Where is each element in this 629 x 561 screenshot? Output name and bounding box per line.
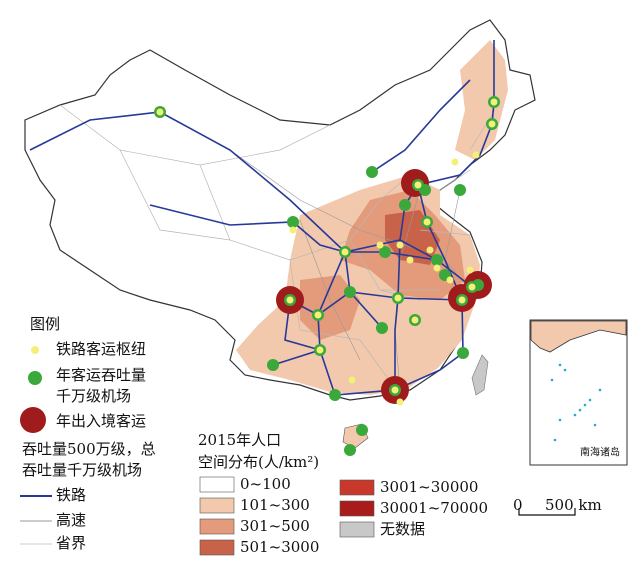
rail-hub — [490, 98, 498, 106]
rail-hub — [488, 120, 496, 128]
rail-hub — [433, 264, 441, 272]
airport — [419, 184, 431, 196]
highway — [159, 111, 471, 391]
rail-hub — [426, 246, 434, 254]
legend-label: 铁路客运枢纽 — [56, 340, 146, 358]
airport — [267, 359, 279, 371]
rail-hub — [406, 256, 414, 264]
airport — [329, 389, 341, 401]
island — [563, 368, 567, 372]
rail-hub — [394, 294, 402, 302]
population-label: 无数据 — [380, 520, 425, 538]
island — [598, 388, 602, 392]
airport — [344, 444, 356, 456]
island — [578, 408, 582, 412]
rail-hub — [289, 226, 297, 234]
airport — [344, 286, 356, 298]
population-swatch — [199, 518, 235, 535]
taiwan — [471, 354, 489, 396]
legend-intl-symbol — [20, 407, 46, 433]
rail-hub — [316, 346, 324, 354]
legend-label: 高速 — [56, 511, 86, 529]
legend-label: 年出入境客运 — [56, 412, 146, 430]
population-swatch — [199, 539, 235, 556]
population-swatch — [339, 521, 375, 538]
scale-zero: 0 — [513, 496, 523, 514]
legend-title: 图例 — [30, 315, 60, 333]
airport — [457, 347, 469, 359]
legend-label: 铁路 — [56, 486, 86, 504]
legend-label: 年客运吞吐量 — [56, 366, 146, 384]
population-label: 301~500 — [240, 517, 310, 535]
rail-hub — [286, 296, 294, 304]
rail-hub — [396, 241, 404, 249]
legend-label: 省界 — [56, 534, 86, 552]
population-label: 0~100 — [240, 475, 291, 493]
rail-hub — [468, 283, 476, 291]
legend-rail-hub-symbol — [31, 346, 39, 354]
airport — [431, 254, 443, 266]
rail-hub — [451, 158, 459, 166]
inset-label: 南海诸岛 — [580, 446, 620, 459]
legend-airport-symbol — [28, 371, 42, 385]
rail-hub — [314, 311, 322, 319]
rail-hub — [458, 296, 466, 304]
population-title: 2015年人口 — [198, 431, 281, 449]
rail-hub — [348, 376, 356, 384]
legend-label: 吞吐量千万级机场 — [22, 461, 142, 479]
island — [558, 363, 562, 367]
population-label: 3001~30000 — [380, 478, 478, 496]
rail-hub — [411, 316, 419, 324]
island — [550, 378, 554, 382]
population-swatch — [199, 497, 235, 514]
airport — [399, 199, 411, 211]
island — [553, 438, 557, 442]
population-label: 30001~70000 — [380, 499, 488, 517]
airport — [287, 216, 299, 228]
scale-bar — [518, 508, 576, 516]
population-label: 501~3000 — [240, 538, 319, 556]
rail-hub — [466, 266, 474, 274]
rail-hub — [376, 241, 384, 249]
island — [588, 398, 592, 402]
rail-hub — [423, 218, 431, 226]
scale-label: 500 km — [545, 496, 602, 514]
rail-hub — [396, 398, 404, 406]
rail-hub — [391, 386, 399, 394]
legend-label: 千万级机场 — [56, 387, 131, 405]
population-title: 空间分布(人/km²) — [198, 453, 319, 471]
rail-hub — [472, 151, 480, 159]
population-swatch — [339, 479, 375, 496]
island — [573, 413, 577, 417]
population-swatch — [339, 500, 375, 517]
airport — [454, 184, 466, 196]
island — [583, 403, 587, 407]
airport — [356, 424, 368, 436]
airport — [379, 246, 391, 258]
island — [558, 418, 562, 422]
airport — [376, 322, 388, 334]
railway — [29, 111, 473, 288]
rail-hub — [156, 108, 164, 116]
legend-label: 吞吐量500万级，总 — [22, 440, 156, 458]
province-border — [59, 104, 496, 396]
rail-hub — [446, 276, 454, 284]
island — [593, 423, 597, 427]
population-swatch — [199, 476, 235, 493]
airport — [366, 166, 378, 178]
rail-hub — [341, 248, 349, 256]
inset-coast — [530, 320, 627, 353]
population-label: 101~300 — [240, 496, 310, 514]
rail-hub — [414, 181, 422, 189]
